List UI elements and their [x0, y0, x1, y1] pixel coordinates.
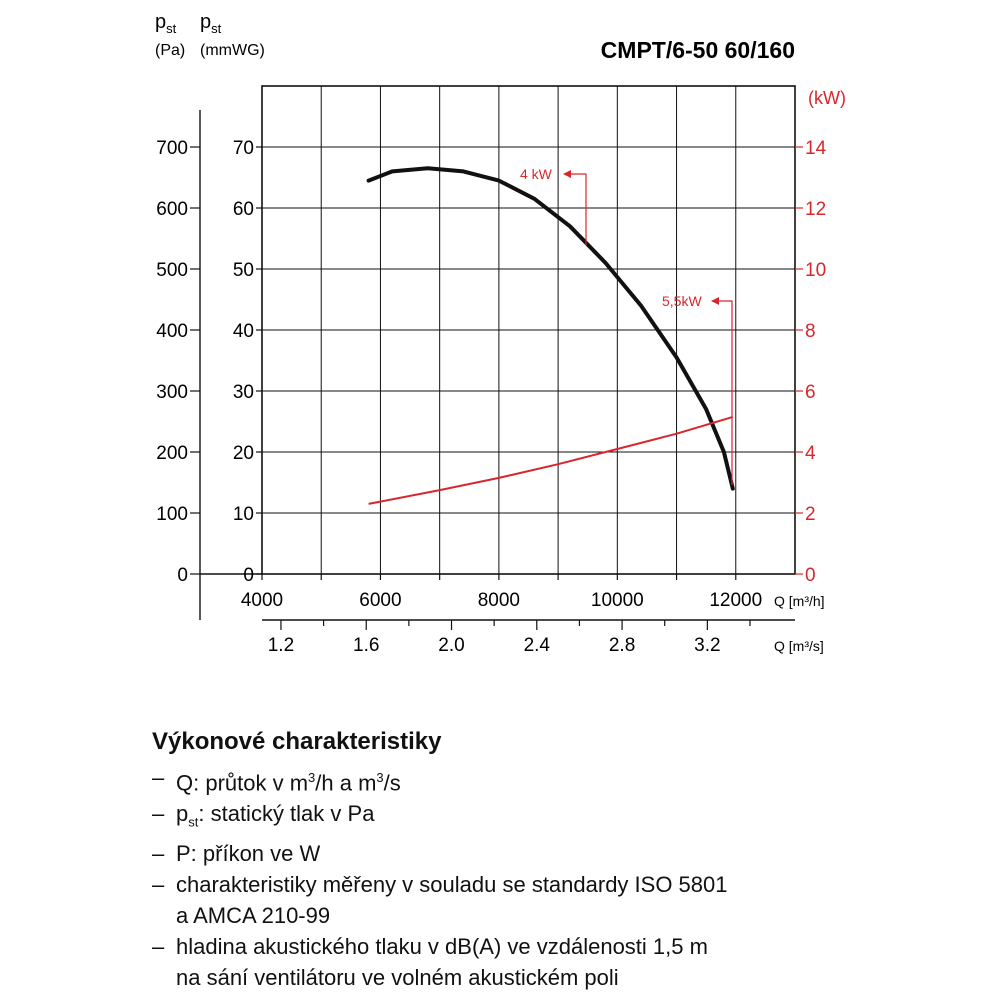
description-item-power: – P: příkon ve W: [152, 840, 321, 866]
y-pa-tick-label: 300: [156, 382, 188, 403]
pressure-curve: [366, 166, 735, 491]
y-pa-tick-label: 0: [177, 565, 188, 586]
annotation-4kw-leader: [565, 173, 587, 245]
y-pa-tick-label: 200: [156, 443, 188, 464]
x-axis-m3h-label: Q [m³/h]: [774, 593, 825, 609]
y-axis-kw-ticks: 0 2 4 6 8 10 12 14: [795, 138, 827, 586]
y-mmwg-tick-label: 20: [233, 443, 254, 464]
y-axis-kw-unit: (kW): [808, 88, 846, 108]
x-axis-m3s-label: Q [m³/s]: [774, 638, 824, 654]
y-axis-pa-unit: (Pa): [155, 42, 185, 59]
y-kw-tick-label: 4: [805, 443, 816, 464]
performance-description: Výkonové charakteristiky – Q: průtok v m3…: [152, 726, 952, 993]
y-axis-mmwg-ticks: 0 10 20 30 40 50 60 70: [233, 138, 262, 586]
y-pa-tick-label: 100: [156, 504, 188, 525]
description-item-pressure: – pst: statický tlak v Pa: [152, 801, 375, 830]
y-kw-tick-label: 2: [805, 504, 816, 525]
x-m3s-tick-label: 3.2: [694, 635, 720, 656]
x-m3s-tick-label: 1.6: [353, 635, 379, 656]
y-mmwg-tick-label: 60: [233, 199, 254, 220]
y-kw-tick-label: 6: [805, 382, 816, 403]
grid: [262, 86, 795, 574]
x-axis-m3s-ticks: 1.2 1.6 2.0 2.4 2.8 3.2: [268, 620, 751, 656]
y-kw-tick-label: 14: [805, 138, 827, 159]
x-m3s-tick-label: 2.8: [609, 635, 635, 656]
y-pa-tick-label: 700: [156, 138, 188, 159]
x-m3s-tick-label: 1.2: [268, 635, 294, 656]
description-heading: Výkonové charakteristiky: [152, 728, 442, 755]
y-mmwg-tick-label: 70: [233, 138, 254, 159]
y-pa-tick-label: 400: [156, 321, 188, 342]
annotation-4kw: 4 kW: [520, 166, 553, 182]
x-m3h-tick-label: 4000: [241, 590, 283, 611]
y-kw-tick-label: 0: [805, 565, 816, 586]
y-axis-pa-ticks: 0 100 200 300 400 500 600 700: [156, 138, 200, 586]
y-axis-mmwg-unit: (mmWG): [200, 42, 265, 59]
fan-performance-chart: CMPT/6-50 60/160 pst (Pa) pst (mmWG) (kW…: [155, 11, 846, 656]
y-pa-tick-label: 600: [156, 199, 188, 220]
y-mmwg-tick-label: 10: [233, 504, 254, 525]
y-pa-tick-label: 500: [156, 260, 188, 281]
power-curve: [368, 415, 734, 505]
y-mmwg-tick-label: 40: [233, 321, 254, 342]
annotation-5-5kw-arrow: [711, 297, 719, 305]
x-m3h-tick-label: 12000: [709, 590, 762, 611]
y-kw-tick-label: 10: [805, 260, 826, 281]
series-layer: [366, 166, 735, 505]
annotation-4kw-arrow: [563, 170, 571, 178]
annotations: 4 kW 5,5kW: [520, 166, 733, 485]
annotation-5-5kw-leader: [713, 300, 733, 485]
description-item-standards: – charakteristiky měřeny v souladu se sta…: [152, 871, 728, 928]
y-kw-tick-label: 12: [805, 199, 826, 220]
y-axis-pa-label: pst: [155, 11, 177, 36]
x-m3h-tick-label: 8000: [478, 590, 520, 611]
description-list: – Q: průtok v m3/h a m3/s – pst: statický …: [152, 762, 952, 993]
y-mmwg-tick-label: 0: [243, 565, 254, 586]
y-kw-tick-label: 8: [805, 321, 816, 342]
y-mmwg-tick-label: 30: [233, 382, 254, 403]
description-item-flow: – Q: průtok v m3/h a m3/s: [152, 765, 401, 796]
x-m3s-tick-label: 2.4: [524, 635, 551, 656]
description-item-acoustic: – hladina akustického tlaku v dB(A) ve vz…: [152, 933, 708, 990]
y-axis-mmwg-label: pst: [200, 11, 222, 36]
chart-title: CMPT/6-50 60/160: [601, 37, 795, 63]
y-mmwg-tick-label: 50: [233, 260, 254, 281]
x-m3s-tick-label: 2.0: [438, 635, 464, 656]
annotation-5-5kw: 5,5kW: [662, 293, 702, 309]
x-axis-m3h-ticks: 4000 6000 8000 10000 12000: [241, 574, 762, 611]
x-m3h-tick-label: 10000: [591, 590, 644, 611]
x-m3h-tick-label: 6000: [359, 590, 401, 611]
